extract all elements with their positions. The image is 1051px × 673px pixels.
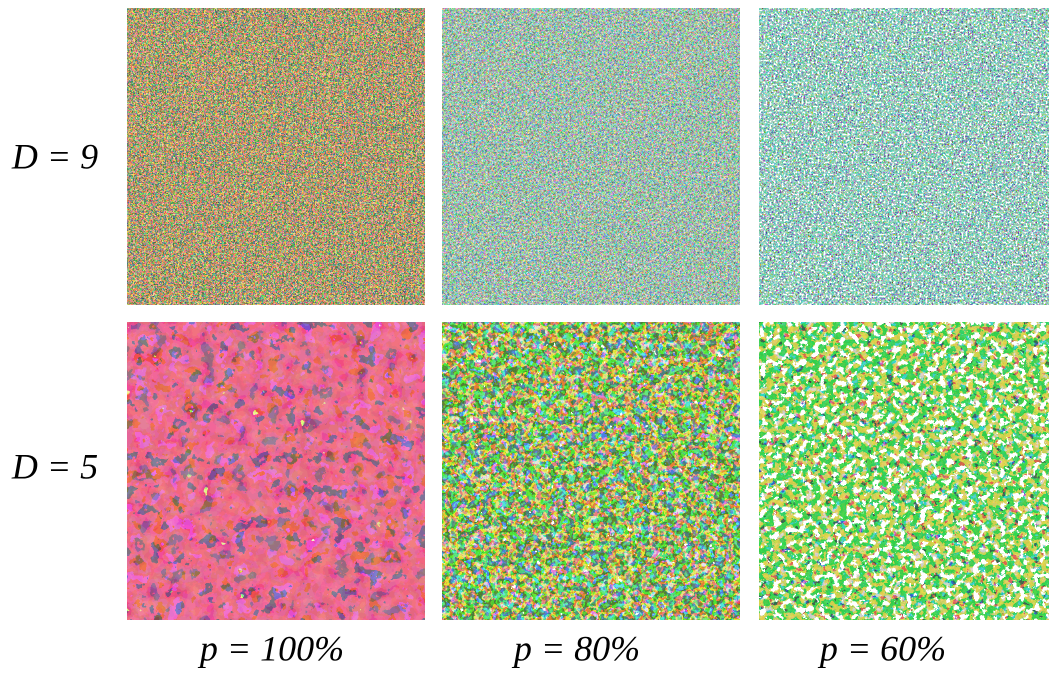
panel-image (759, 322, 1049, 620)
panel-image (442, 322, 740, 620)
panel-image (442, 8, 740, 305)
row-label: D = 5 (11, 446, 98, 486)
figure: D = 9 D = 5 p = 100% p = 80% p = 60% (0, 0, 1051, 673)
panel-image (759, 8, 1049, 305)
panel-image (127, 8, 425, 305)
column-label: p = 60% (817, 628, 946, 668)
page: D = 9 D = 5 p = 100% p = 80% p = 60% (()… (0, 0, 1051, 673)
panel-image (127, 322, 425, 620)
column-label: p = 80% (511, 628, 640, 668)
panels (127, 8, 1049, 620)
column-label: p = 100% (197, 628, 344, 668)
row-label: D = 9 (11, 136, 98, 176)
